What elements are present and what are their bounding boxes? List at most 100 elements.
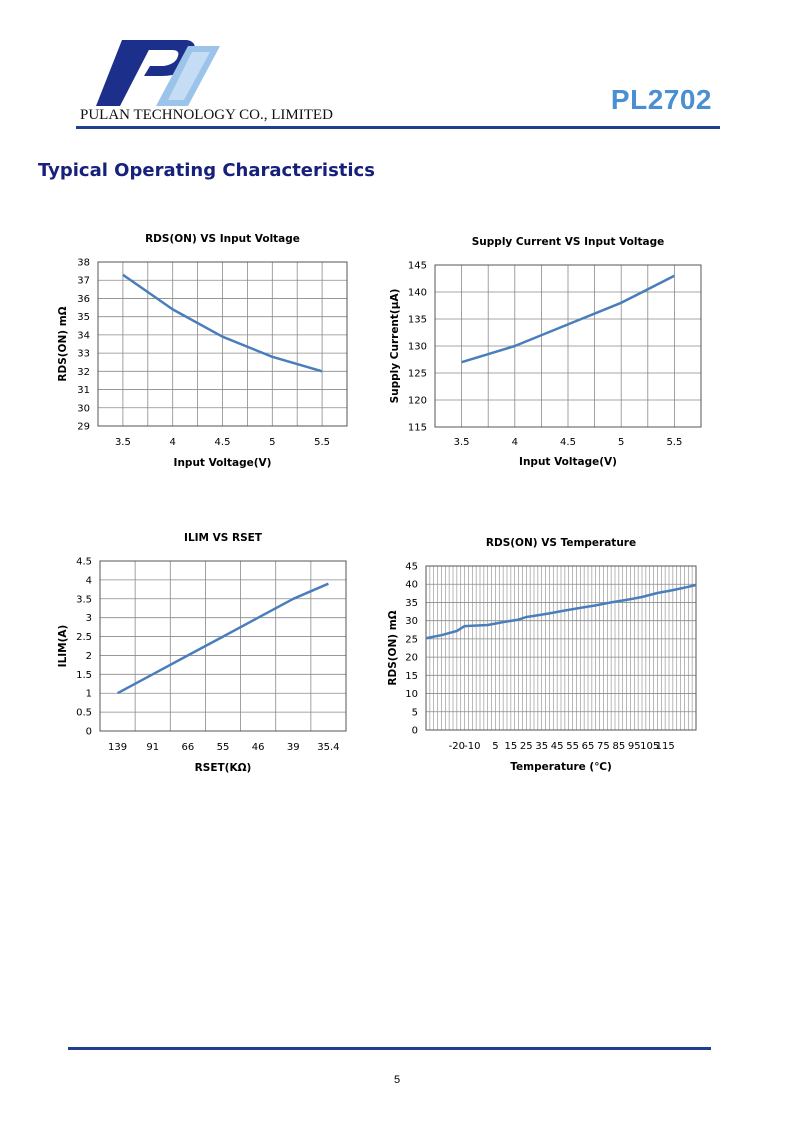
y-tick-label: 30 (77, 403, 90, 414)
y-tick-label: 2.5 (76, 632, 92, 643)
x-tick-label: 139 (108, 742, 127, 753)
y-tick-label: 4 (86, 575, 92, 586)
y-tick-label: 20 (405, 653, 418, 664)
x-tick-label: 91 (146, 742, 159, 753)
x-tick-label: 55 (217, 742, 230, 753)
y-tick-label: 120 (408, 396, 427, 407)
x-tick-label: -10 (464, 741, 480, 752)
y-tick-label: 15 (405, 671, 418, 682)
series-line (425, 583, 697, 640)
x-tick-label: 5.5 (666, 437, 682, 448)
company-logo (96, 40, 220, 106)
x-axis-label: Input Voltage(V) (174, 457, 272, 469)
x-axis-label: RSET(KΩ) (195, 762, 252, 774)
x-tick-label: 35.4 (317, 742, 339, 753)
header-divider (76, 126, 720, 129)
y-tick-label: 37 (77, 276, 90, 287)
y-axis-label: RDS(ON) mΩ (387, 610, 399, 685)
y-tick-label: 35 (77, 312, 90, 323)
y-tick-label: 130 (408, 342, 427, 353)
x-tick-label: 46 (252, 742, 265, 753)
x-tick-label: 5.5 (314, 437, 330, 448)
y-tick-label: 125 (408, 369, 427, 380)
y-axis-label: ILIM(A) (57, 625, 69, 668)
x-tick-label: 75 (597, 741, 610, 752)
y-tick-label: 2 (86, 651, 92, 662)
y-tick-label: 1 (86, 689, 92, 700)
y-tick-label: 40 (405, 580, 418, 591)
y-tick-label: 32 (77, 367, 90, 378)
chart-title: Supply Current VS Input Voltage (472, 236, 664, 248)
company-name: PULAN TECHNOLOGY CO., LIMITED (80, 107, 333, 123)
x-tick-label: 45 (551, 741, 564, 752)
x-tick-label: 5 (618, 437, 624, 448)
y-tick-label: 38 (77, 258, 90, 269)
x-tick-label: 115 (656, 741, 675, 752)
y-tick-label: 5 (412, 707, 418, 718)
x-axis-label: Input Voltage(V) (519, 456, 617, 468)
x-tick-label: 4.5 (560, 437, 576, 448)
plot-frame (97, 261, 348, 427)
y-tick-label: 31 (77, 385, 90, 396)
y-tick-label: 35 (405, 598, 418, 609)
plot-frame (99, 560, 347, 732)
x-tick-label: 35 (535, 741, 548, 752)
x-tick-label: 4 (512, 437, 518, 448)
x-tick-label: 3.5 (454, 437, 470, 448)
y-tick-label: 29 (77, 422, 90, 433)
x-tick-label: 3.5 (115, 437, 131, 448)
y-tick-label: 0 (86, 727, 92, 738)
footer-divider (68, 1047, 711, 1050)
y-tick-label: 25 (405, 634, 418, 645)
series-line (117, 582, 329, 695)
x-tick-label: -20 (449, 741, 465, 752)
y-axis-label: Supply Current(μA) (389, 289, 401, 404)
y-tick-label: 36 (77, 294, 90, 305)
plot-frame (434, 264, 702, 428)
x-tick-label: 39 (287, 742, 300, 753)
x-tick-label: 25 (520, 741, 533, 752)
x-tick-label: 4 (170, 437, 176, 448)
y-tick-label: 33 (77, 349, 90, 360)
y-tick-label: 145 (408, 261, 427, 272)
y-tick-label: 4.5 (76, 557, 92, 568)
page-number: 5 (393, 1074, 401, 1086)
y-tick-label: 3.5 (76, 594, 92, 605)
y-tick-label: 34 (77, 330, 90, 341)
x-tick-label: 105 (640, 741, 659, 752)
series-line (461, 274, 675, 364)
x-tick-label: 5 (492, 741, 498, 752)
series-line (122, 273, 323, 373)
y-tick-label: 45 (405, 562, 418, 573)
y-tick-label: 140 (408, 288, 427, 299)
chart-title: RDS(ON) VS Input Voltage (145, 233, 300, 245)
chart-title: RDS(ON) VS Temperature (486, 537, 636, 549)
x-tick-label: 5 (269, 437, 275, 448)
product-name: PL2702 (610, 84, 712, 115)
chart-rds-vs-vin: 29 30 31 32 33 34 35 36 37 38 3.5 4 4.5 5 5.5 RDS(ON) V… (57, 233, 348, 469)
y-tick-label: 0.5 (76, 708, 92, 719)
y-tick-label: 115 (408, 423, 427, 434)
x-tick-label: 85 (612, 741, 625, 752)
chart-ilim-vs-rset: 0 0.5 1 1.5 2 2.5 3 3.5 4 4.5 139 91 66 55 46 39 35.4 ILI… (57, 532, 347, 774)
x-tick-label: 66 (181, 742, 194, 753)
x-tick-label: 15 (504, 741, 517, 752)
x-tick-label: 4.5 (215, 437, 231, 448)
x-tick-label: 55 (566, 741, 579, 752)
y-tick-label: 30 (405, 616, 418, 627)
y-tick-label: 0 (412, 726, 418, 737)
y-tick-label: 3 (86, 613, 92, 624)
y-axis-label: RDS(ON) mΩ (57, 306, 69, 381)
y-tick-label: 1.5 (76, 670, 92, 681)
chart-title: ILIM VS RSET (184, 532, 263, 544)
x-tick-label: 95 (628, 741, 641, 752)
plot-frame (425, 565, 697, 731)
x-tick-label: 65 (582, 741, 595, 752)
chart-iq-vs-vin: 115 120 125 130 135 140 145 3.5 4 4.5 5 5.5 Supply C… (389, 236, 702, 468)
section-title: Typical Operating Characteristics (38, 160, 375, 181)
y-tick-label: 135 (408, 315, 427, 326)
y-tick-label: 10 (405, 689, 418, 700)
x-axis-label: Temperature (℃) (510, 761, 612, 773)
